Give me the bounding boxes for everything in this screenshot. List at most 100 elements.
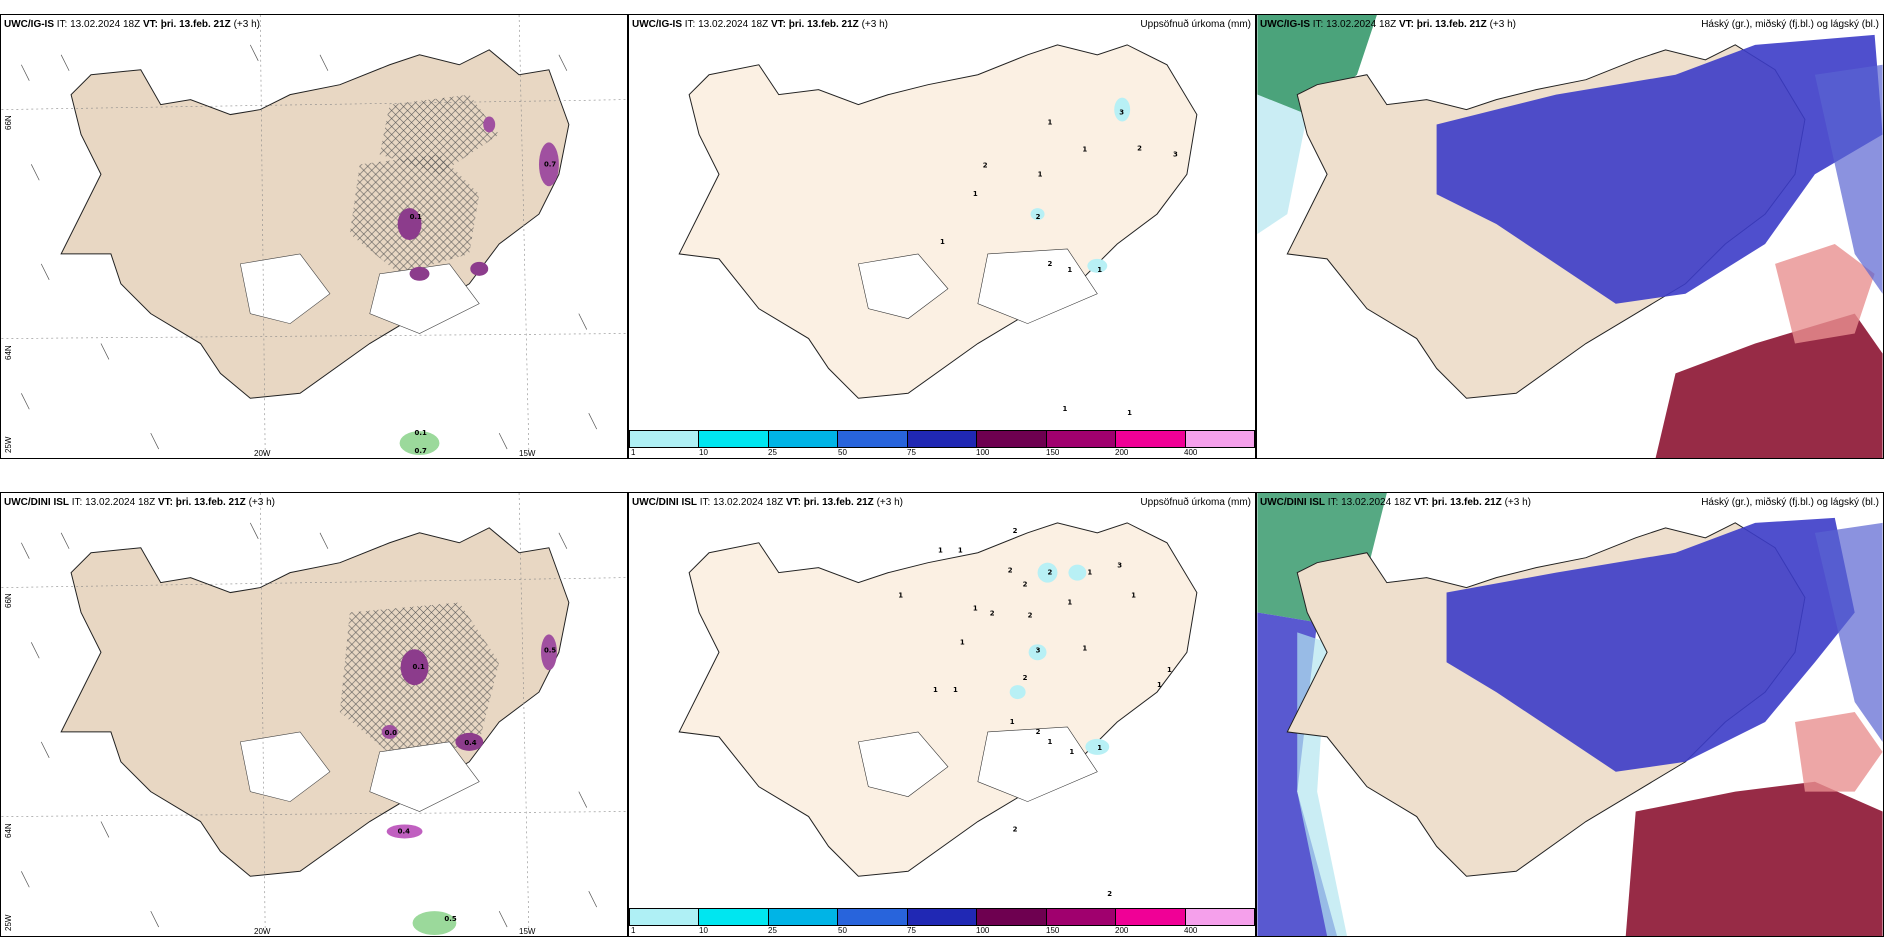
svg-text:0.7: 0.7 [415,447,427,455]
svg-text:1: 1 [1167,666,1172,674]
svg-text:0.0: 0.0 [385,729,397,737]
svg-text:0.4: 0.4 [464,739,476,747]
lon-label-15w: 15W [519,449,536,458]
panel-igis-precip: 3 2 3 1 1 2 1 2 1 2 1 1 1 1 1 UWC/IG-IS … [628,14,1256,459]
colorbar-labels: 1 10 25 50 75 100 150 200 400 [631,448,1198,457]
wind-barbs [21,522,598,928]
svg-text:1: 1 [1069,748,1074,756]
svg-text:1: 1 [960,638,965,646]
svg-text:1: 1 [973,190,978,198]
svg-text:2: 2 [983,161,988,169]
iceland-landmass [60,527,570,877]
svg-text:1: 1 [1038,170,1043,178]
svg-text:1: 1 [1062,405,1067,413]
panel-header: UWC/IG-IS IT: 13.02.2024 18Z VT: þri. 13… [4,19,260,30]
map-wind-dini: 0.5 0.4 0.1 0.0 0.4 0.5 [1,493,627,936]
iceland-landmass [60,49,570,399]
svg-text:3: 3 [1117,562,1122,570]
svg-text:0.1: 0.1 [410,213,422,221]
svg-text:2: 2 [1036,213,1041,221]
svg-text:1: 1 [1131,592,1136,600]
colorbar-swatch [1185,909,1254,925]
svg-text:3: 3 [1119,109,1124,117]
lon-label-20w: 20W [254,927,271,936]
lat-label-66n: 66N [4,115,13,130]
svg-text:2: 2 [1013,825,1018,833]
svg-text:1: 1 [1082,644,1087,652]
lon-label-15w: 15W [519,927,536,936]
colorbar-labels: 1 10 25 50 75 100 150 200 400 [631,926,1198,935]
precip-colorbar [629,908,1255,926]
svg-text:0.5: 0.5 [444,915,456,923]
svg-text:2: 2 [1028,611,1033,619]
map-precip-igis: 3 2 3 1 1 2 1 2 1 2 1 1 1 1 1 [678,44,1198,417]
svg-text:0.5: 0.5 [544,646,556,654]
lat-label-64n: 64N [4,345,13,360]
map-wind-igis: 0.1 0.7 0.1 0.7 [1,15,627,458]
svg-text:2: 2 [1137,144,1142,152]
colorbar-swatch [977,431,1047,447]
svg-text:1: 1 [1010,718,1015,726]
svg-text:1: 1 [1067,266,1072,274]
svg-text:1: 1 [1048,119,1053,127]
lon-label-25w: 25W [4,914,13,931]
svg-text:1: 1 [953,686,958,694]
colorbar-swatch [1046,909,1117,925]
lat-label-64n: 64N [4,823,13,838]
svg-text:1: 1 [958,547,963,555]
colorbar-swatch [907,431,978,447]
svg-text:2: 2 [1107,890,1112,898]
svg-text:2: 2 [1048,260,1053,268]
svg-text:0.1: 0.1 [413,663,425,671]
svg-text:0.4: 0.4 [398,827,410,835]
panel-header: UWC/IG-IS IT: 13.02.2024 18Z VT: þri. 13… [632,19,888,30]
panel-title-right: Uppsöfnuð úrkoma (mm) [1140,497,1251,508]
svg-text:1: 1 [940,238,945,246]
lon-label-25w: 25W [4,436,13,453]
svg-text:0.1: 0.1 [415,429,427,437]
panel-header: UWC/IG-IS IT: 13.02.2024 18Z VT: þri. 13… [1260,19,1516,30]
svg-text:3: 3 [1173,150,1178,158]
svg-text:1: 1 [1097,266,1102,274]
colorbar-swatch [1116,909,1186,925]
svg-text:1: 1 [1097,744,1102,752]
svg-text:2: 2 [990,609,995,617]
panel-title-right: Uppsöfnuð úrkoma (mm) [1140,19,1251,30]
svg-text:0.7: 0.7 [544,160,556,168]
colorbar-swatch [838,431,908,447]
svg-text:2: 2 [1036,728,1041,736]
map-precip-dini: 2 1 1 2 2 1 2 3 1 1 2 2 1 1 3 1 1 2 1 1 … [678,522,1198,898]
colorbar-swatch [768,909,839,925]
colorbar-swatch [838,909,908,925]
colorbar-swatch [699,431,769,447]
svg-text:2: 2 [1048,569,1053,577]
svg-text:1: 1 [898,592,903,600]
wind-barbs [21,44,598,450]
colorbar-swatch [699,909,769,925]
svg-text:2: 2 [1023,581,1028,589]
colorbar-swatch [768,431,839,447]
colorbar-swatch [907,909,978,925]
panel-header: UWC/DINI ISL IT: 13.02.2024 18Z VT: þri.… [632,497,903,508]
panel-dini-wind: 0.5 0.4 0.1 0.0 0.4 0.5 UWC/DINI ISL IT:… [0,492,628,937]
panel-title-right: Háský (gr.), miðský (fj.bl.) og lágský (… [1701,19,1879,30]
map-cloud-igis [1257,15,1883,458]
panel-dini-cloud: UWC/DINI ISL IT: 13.02.2024 18Z VT: þri.… [1256,492,1884,937]
panel-title-right: Háský (gr.), miðský (fj.bl.) og lágský (… [1701,497,1879,508]
colorbar-swatch [1116,431,1186,447]
svg-text:2: 2 [1013,527,1018,535]
svg-text:1: 1 [1082,145,1087,153]
panel-dini-precip: 2 1 1 2 2 1 2 3 1 1 2 2 1 1 3 1 1 2 1 1 … [628,492,1256,937]
svg-text:1: 1 [1157,681,1162,689]
svg-text:1: 1 [1048,738,1053,746]
panel-header: UWC/DINI ISL IT: 13.02.2024 18Z VT: þri.… [4,497,275,508]
colorbar-swatch [630,431,700,447]
lon-label-20w: 20W [254,449,271,458]
precip-colorbar [629,430,1255,448]
iceland-landmass [678,44,1198,399]
svg-text:1: 1 [933,686,938,694]
lat-label-66n: 66N [4,593,13,608]
colorbar-swatch [1046,431,1117,447]
panel-igis-cloud: UWC/IG-IS IT: 13.02.2024 18Z VT: þri. 13… [1256,14,1884,459]
svg-text:1: 1 [1087,569,1092,577]
